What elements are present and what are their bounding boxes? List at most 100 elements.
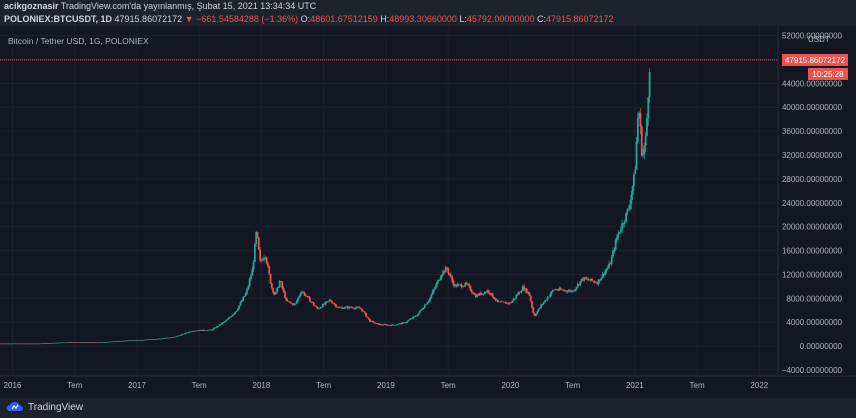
candle-body [240, 300, 243, 303]
change-value: −661.54584288 (−1.36%) [196, 14, 299, 24]
last-price-tag-label: 47915.86072172 [785, 56, 846, 65]
candle-body [268, 266, 271, 275]
candle-body [643, 145, 646, 155]
candle-body [299, 293, 302, 296]
candle-body [157, 338, 160, 340]
candle-body [470, 290, 473, 293]
candle-body [255, 232, 258, 245]
candle-body [487, 290, 490, 293]
chart-area[interactable]: Bitcoin / Tether USD, 1G, POLONIEX USDT … [0, 26, 856, 398]
candle-body [378, 323, 380, 325]
candle-body [636, 118, 639, 142]
price-chart[interactable]: Bitcoin / Tether USD, 1G, POLONIEX USDT … [0, 26, 856, 398]
candle-body [106, 341, 109, 343]
footer-bar: TradingView [0, 398, 856, 418]
candle-body [35, 343, 38, 345]
candle-body [357, 307, 360, 308]
candle-body [504, 302, 507, 304]
chart-header: acikgoznasir TradingView.com'da yayınlan… [0, 0, 856, 26]
candle-body [250, 275, 252, 280]
candle-body [169, 337, 171, 339]
candle-body [74, 342, 77, 343]
price-tick-label: 0.00000000 [800, 342, 843, 351]
candle-body [138, 339, 141, 341]
candle-body [528, 292, 531, 296]
candle-body [508, 302, 511, 304]
author-name[interactable]: acikgoznasir [4, 1, 59, 11]
candle-body [485, 291, 488, 293]
price-tick-label: 24000.00000000 [782, 199, 843, 208]
candle-body [605, 269, 608, 272]
candle-body [558, 288, 561, 291]
candle-body [25, 343, 28, 345]
tradingview-logo[interactable]: TradingView [6, 401, 83, 413]
candle-body [638, 112, 641, 119]
price-axis: 52000.0000000048000.0000000044000.000000… [782, 32, 843, 375]
candle-body [571, 290, 574, 292]
candle-body [599, 279, 601, 281]
countdown-label: 10:25:28 [812, 70, 844, 79]
candle-body [555, 289, 558, 291]
candle-body [145, 339, 148, 341]
candle-body [601, 273, 604, 278]
candle-body [85, 342, 88, 343]
candle-body [498, 301, 501, 303]
candle-body [345, 306, 348, 308]
candle-body [119, 340, 122, 342]
candle-body [102, 342, 105, 343]
candle-body [13, 343, 16, 345]
candle-body [355, 307, 358, 308]
candle-body [121, 341, 124, 342]
candle-body [208, 329, 211, 331]
candle-body [124, 340, 127, 342]
price-tick-label: −4000.00000000 [782, 366, 843, 375]
candle-body [506, 302, 509, 304]
candle-body [12, 343, 14, 345]
time-tick-label: Tem [67, 381, 82, 390]
candle-body [192, 331, 195, 332]
candle-body [430, 294, 433, 298]
price-tick-label: 44000.00000000 [782, 79, 843, 88]
candle-body [597, 279, 600, 285]
candle-body [644, 135, 647, 146]
time-tick-label: Tem [565, 381, 580, 390]
low-label: L: [459, 14, 467, 24]
candle-body [295, 301, 298, 304]
candle-body [388, 324, 391, 326]
candle-body [70, 342, 73, 343]
candle-body [409, 318, 412, 320]
candle-body [418, 311, 421, 314]
candle-body [324, 302, 327, 305]
candle-body [174, 336, 177, 338]
candle-body [567, 290, 570, 292]
candle-body [375, 322, 378, 324]
candle-body [210, 329, 213, 331]
candle-body [565, 290, 567, 292]
candle-body [593, 281, 596, 283]
candle-body [18, 343, 21, 345]
candle-body [623, 221, 626, 224]
candle-body [318, 308, 320, 310]
candle-body [217, 326, 220, 327]
candle-body [43, 343, 46, 344]
candle-body [200, 330, 203, 331]
candle-body [136, 340, 139, 341]
candle-body [385, 324, 388, 326]
candle-body [379, 324, 382, 325]
candle-body [180, 334, 183, 336]
candle-body [523, 286, 526, 291]
candle-body [165, 337, 167, 339]
time-tick-label: 2020 [501, 381, 519, 390]
candle-body [416, 315, 418, 317]
candle-body [141, 340, 144, 341]
candle-body [179, 335, 182, 336]
candle-body [353, 308, 356, 309]
last-price: 47915.86072172 [114, 14, 183, 24]
tradingview-cloud-icon [7, 402, 23, 411]
candle-body [253, 244, 256, 262]
candle-body [316, 307, 319, 309]
candle-body [549, 294, 552, 297]
candle-body [261, 260, 264, 261]
candle-body [612, 250, 614, 257]
candle-body [536, 311, 539, 315]
